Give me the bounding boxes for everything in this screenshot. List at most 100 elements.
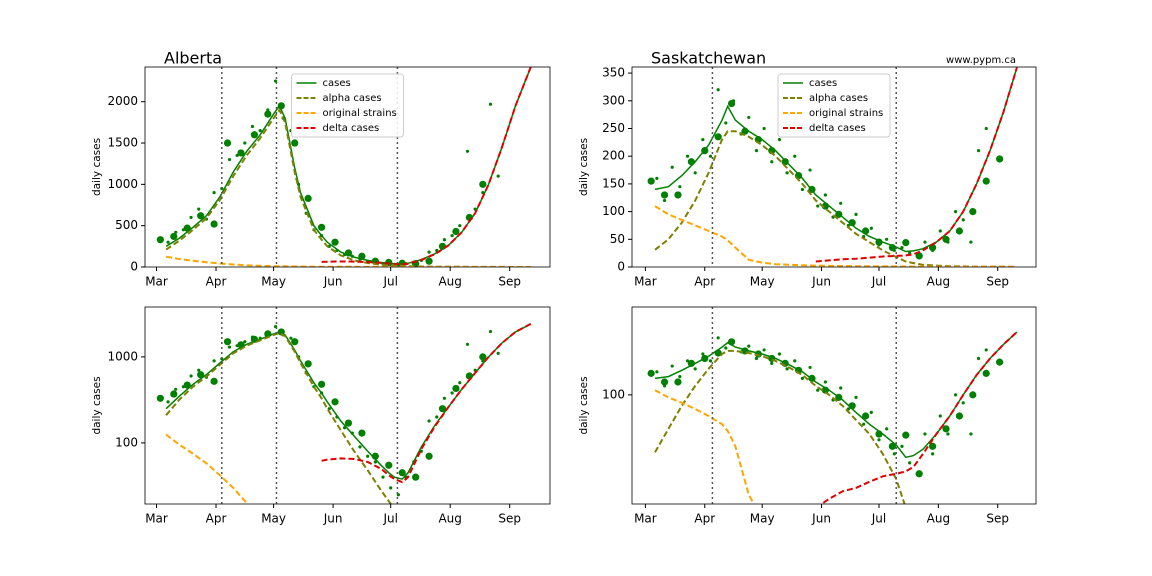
data-point <box>344 419 353 427</box>
data-point <box>982 177 990 185</box>
data-point <box>210 377 218 385</box>
data-point <box>212 191 216 195</box>
series-line <box>165 433 250 504</box>
plot-frame <box>631 306 1037 505</box>
data-point <box>701 352 705 356</box>
legend-label: alpha cases <box>809 93 868 104</box>
y-tick-label: 200 <box>602 149 625 163</box>
data-point <box>955 227 964 235</box>
x-tick-label: Apr <box>206 512 227 526</box>
data-point <box>479 353 487 361</box>
data-point <box>427 419 431 423</box>
data-point <box>823 193 827 197</box>
data-point <box>953 209 958 214</box>
data-point <box>693 367 697 371</box>
plot-frame <box>631 66 1037 268</box>
data-point <box>291 338 299 346</box>
data-point <box>869 226 873 230</box>
data-point <box>885 237 889 241</box>
data-point <box>816 388 820 392</box>
data-point <box>660 378 669 386</box>
data-point <box>888 442 896 450</box>
data-point <box>969 207 977 216</box>
y-axis-label: daily cases <box>578 138 590 196</box>
data-point <box>458 224 462 228</box>
data-point <box>781 158 789 166</box>
plot-frame <box>144 66 551 268</box>
data-point <box>862 422 866 426</box>
x-tick-label: May <box>750 512 775 526</box>
data-point <box>331 398 339 406</box>
data-point <box>687 158 695 166</box>
x-tick-label: Mar <box>634 512 657 526</box>
data-point <box>969 432 973 436</box>
x-tick-label: Jul <box>382 275 397 289</box>
series-line <box>815 67 1018 263</box>
data-point <box>670 165 674 169</box>
data-point <box>442 396 447 400</box>
data-point <box>808 168 812 172</box>
data-point <box>647 177 655 185</box>
data-point <box>156 236 164 244</box>
data-point <box>331 238 339 246</box>
data-point <box>223 139 232 147</box>
x-tick-label: Mar <box>145 275 168 289</box>
data-point <box>479 180 487 188</box>
data-point <box>800 187 805 192</box>
legend-box <box>291 73 404 138</box>
data-point <box>647 369 655 377</box>
data-point <box>197 368 201 372</box>
data-point <box>984 126 988 131</box>
data-point <box>770 160 774 164</box>
data-point <box>869 410 873 414</box>
data-point <box>170 232 178 241</box>
legend-label: delta cases <box>323 123 380 134</box>
data-point <box>258 129 262 133</box>
data-point <box>358 429 366 437</box>
data-point <box>693 171 697 175</box>
x-tick-label: Jun <box>811 512 831 526</box>
data-point <box>969 391 977 399</box>
data-point <box>304 360 312 368</box>
series-line <box>321 323 532 484</box>
data-point <box>861 412 870 420</box>
data-point <box>381 475 385 479</box>
data-point <box>839 201 843 205</box>
data-point <box>946 432 950 436</box>
x-tick-label: Aug <box>438 512 461 526</box>
data-point <box>412 473 420 481</box>
data-point <box>389 486 393 490</box>
data-point <box>996 155 1004 163</box>
data-point <box>156 394 164 402</box>
data-point <box>427 250 431 254</box>
y-tick-label: 50 <box>610 232 625 246</box>
data-point <box>465 149 470 153</box>
data-point <box>289 336 293 340</box>
data-point <box>317 380 326 388</box>
data-point <box>450 233 454 238</box>
data-point <box>227 157 232 162</box>
data-point <box>223 338 232 346</box>
data-point <box>678 375 682 379</box>
data-point <box>452 227 460 236</box>
data-point <box>488 329 493 334</box>
data-point <box>243 141 247 145</box>
data-point <box>435 415 439 419</box>
legend-label: delta cases <box>809 123 866 134</box>
data-point <box>674 191 682 199</box>
x-tick-label: Apr <box>694 275 715 289</box>
data-point <box>243 340 247 344</box>
data-point <box>762 126 766 131</box>
data-point <box>496 174 500 178</box>
legend-label: alpha cases <box>323 93 382 104</box>
data-point <box>438 405 447 413</box>
data-point <box>996 358 1004 366</box>
data-point <box>496 351 500 355</box>
data-point <box>931 452 935 456</box>
data-point <box>166 400 170 404</box>
plot-area <box>647 67 1018 267</box>
x-tick-label: Jun <box>323 512 343 526</box>
data-point <box>877 438 881 442</box>
